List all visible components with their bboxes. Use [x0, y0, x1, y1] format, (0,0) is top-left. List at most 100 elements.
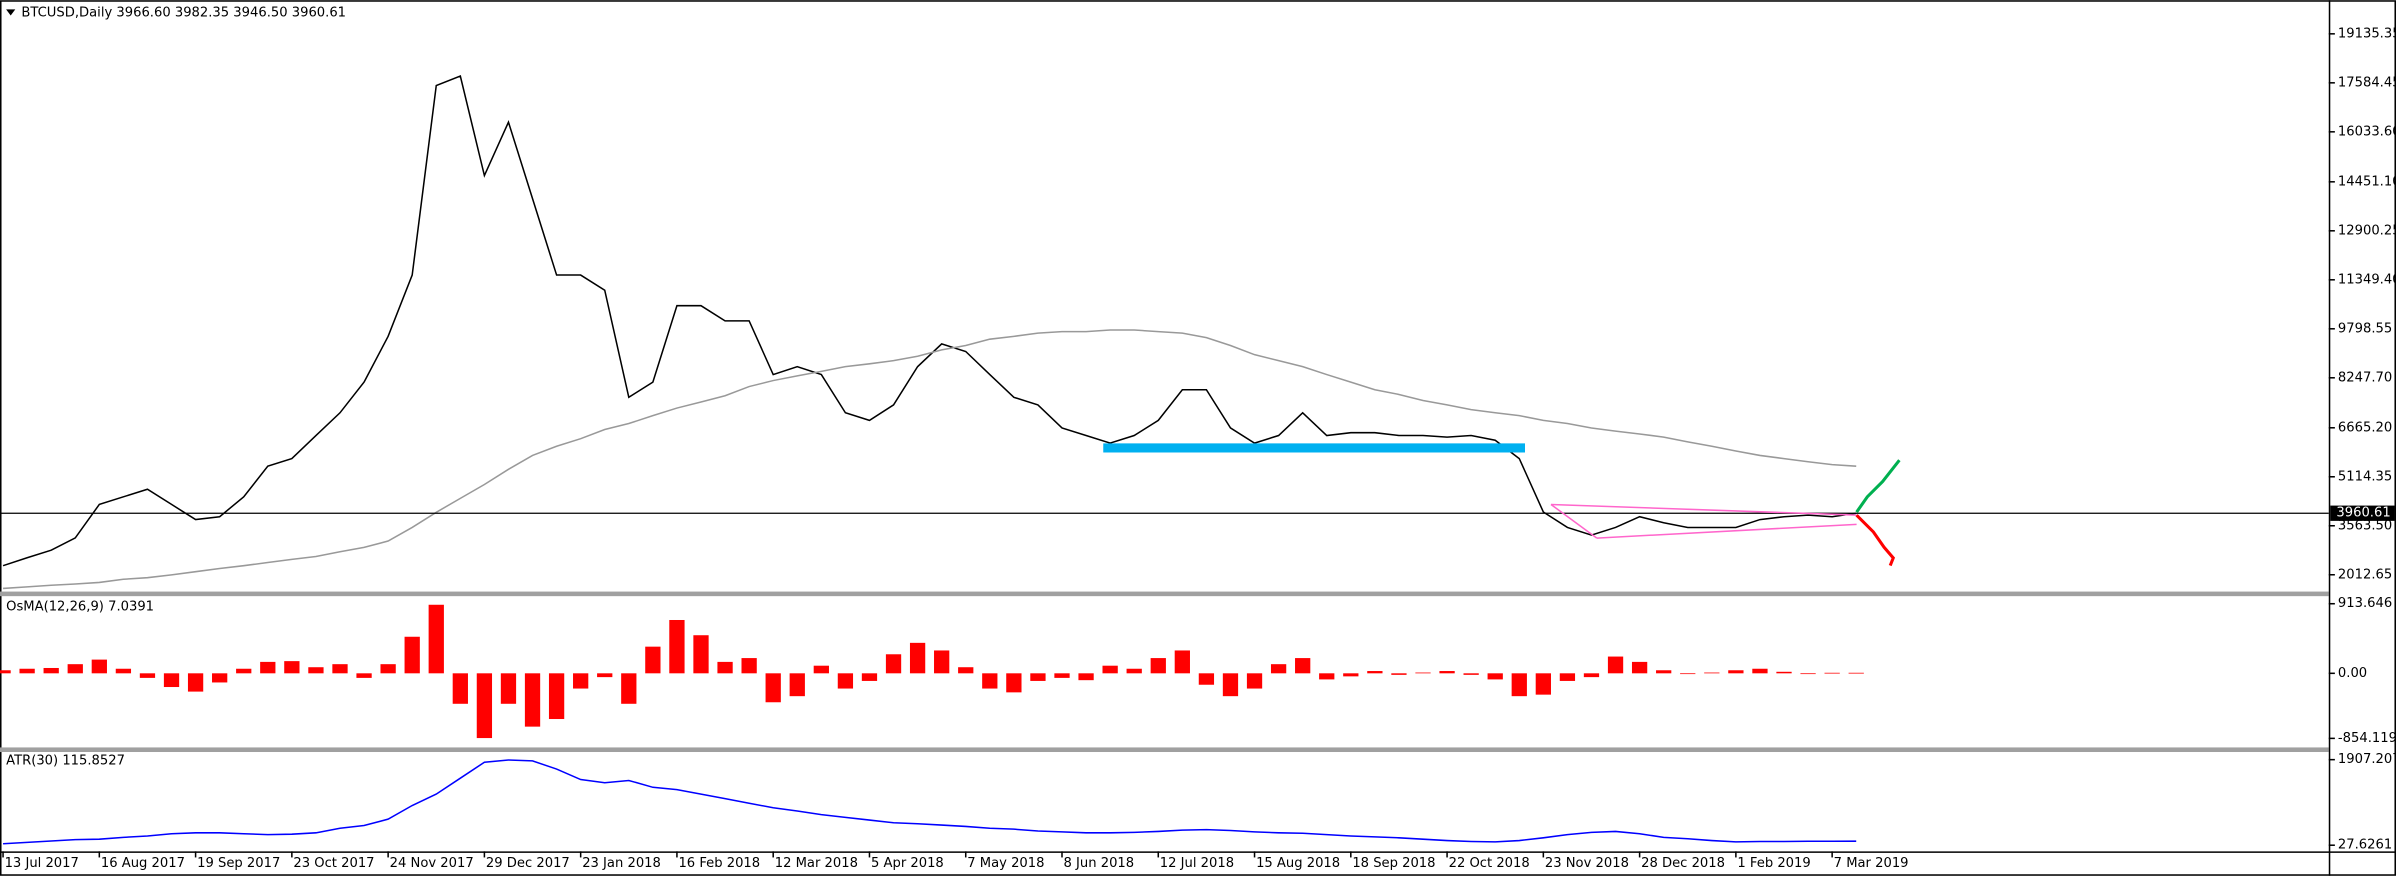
x-tick-label: 5 Apr 2018 — [871, 856, 944, 871]
histogram-bar — [163, 673, 180, 688]
histogram-bar — [1319, 673, 1335, 680]
trend-line — [1550, 503, 1857, 516]
y-tick-label: 9798.55 — [2338, 321, 2392, 336]
x-tick-label: 22 Oct 2018 — [1449, 856, 1530, 871]
histogram-bar — [1728, 670, 1744, 674]
price-line — [2, 74, 1857, 567]
histogram-bar — [1559, 673, 1576, 681]
histogram-bar — [885, 654, 902, 674]
plot: 19135.35 17584.45 16033.60 14451.10 12900.25… — [0, 26, 2396, 871]
histogram-bar — [1752, 668, 1768, 674]
histogram-bar — [1824, 672, 1840, 674]
histogram-bar — [765, 673, 781, 703]
x-tick-label: 13 Jul 2017 — [5, 856, 79, 871]
x-tick-label: 23 Jan 2018 — [582, 856, 661, 871]
panel-separator — [0, 747, 2329, 753]
x-tick-label: 23 Oct 2017 — [293, 856, 374, 871]
histogram-bar — [19, 668, 35, 674]
histogram-bar — [356, 673, 372, 678]
chart-title: BTCUSD,Daily 3966.60 3982.35 3946.50 396… — [21, 6, 346, 21]
price-line — [3, 759, 1857, 845]
x-tick-label: 24 Nov 2017 — [390, 856, 474, 871]
histogram-bar — [1439, 671, 1455, 674]
histogram-bar — [1198, 673, 1215, 685]
histogram-bar — [1607, 656, 1624, 674]
last-price-label: 3960.61 — [2336, 506, 2390, 521]
bearish-arrow — [1855, 514, 1896, 567]
histogram-bar — [1704, 672, 1720, 674]
histogram-bar — [1631, 661, 1648, 674]
histogram-bar — [837, 673, 854, 689]
x-tick-label: 7 Mar 2019 — [1834, 856, 1909, 871]
histogram-bar — [500, 673, 517, 704]
indicator-title: ATR(30) 115.8527 — [6, 754, 125, 769]
histogram-bar — [428, 604, 444, 674]
histogram-bar — [1270, 664, 1287, 674]
menu-arrow[interactable] — [6, 9, 16, 16]
x-tick-label: 16 Feb 2018 — [678, 856, 760, 871]
last-price-box — [2330, 505, 2395, 521]
histogram-bar — [524, 673, 541, 727]
histogram-bar — [1583, 673, 1600, 678]
histogram-bar — [1030, 673, 1046, 681]
x-tick-label: 7 May 2018 — [967, 856, 1044, 871]
y-tick-label: 12900.25 — [2338, 223, 2396, 238]
histogram-bar — [212, 673, 228, 683]
histogram-bar — [982, 673, 998, 689]
histogram-bar — [909, 642, 926, 674]
x-tick-label: 8 Jun 2018 — [1064, 856, 1135, 871]
histogram-bar — [597, 673, 613, 678]
histogram-bar — [621, 673, 637, 704]
histogram-bar — [958, 667, 974, 674]
trend-line — [1596, 523, 1857, 539]
x-tick-label: 15 Aug 2018 — [1256, 856, 1340, 871]
histogram-bar — [1295, 658, 1311, 674]
histogram-bar — [1246, 673, 1263, 689]
trend-line — [1550, 503, 1598, 539]
histogram-bar — [1006, 673, 1022, 693]
panel-separator — [0, 591, 2329, 597]
histogram-bar — [1463, 673, 1479, 675]
histogram-bar — [693, 635, 709, 674]
histogram-bar — [1126, 668, 1142, 674]
y-tick-label: 1907.2079 — [2338, 752, 2396, 767]
histogram-bar — [717, 661, 733, 674]
price-line — [3, 329, 1857, 590]
y-tick-label: 6665.20 — [2338, 420, 2392, 435]
histogram-bar — [741, 658, 757, 674]
histogram-bar — [1415, 672, 1431, 674]
histogram-bar — [1078, 673, 1094, 681]
histogram-bar — [1174, 650, 1190, 674]
y-tick-label: 3563.50 — [2338, 518, 2392, 533]
histogram-bar — [0, 670, 11, 674]
histogram-bar — [332, 664, 348, 674]
x-tick-label: 19 Sep 2017 — [197, 856, 280, 871]
histogram-bar — [1848, 672, 1864, 674]
histogram-bar — [1102, 665, 1118, 674]
histogram-bar — [548, 673, 565, 720]
histogram-bar — [1511, 673, 1527, 697]
histogram-bar — [1054, 673, 1070, 678]
indicator-title: OsMA(12,26,9) 7.0391 — [6, 599, 154, 614]
histogram-bar — [260, 661, 276, 674]
histogram-bar — [139, 673, 156, 678]
histogram-bar — [236, 668, 252, 674]
histogram-bar — [91, 659, 107, 674]
y-tick-label: 5114.35 — [2338, 469, 2392, 484]
histogram-bar — [115, 668, 132, 674]
x-tick-label: 12 Jul 2018 — [1160, 856, 1234, 871]
histogram-bar — [1367, 671, 1383, 674]
y-tick-label: 2012.65 — [2338, 567, 2392, 582]
y-tick-label: 17584.45 — [2338, 75, 2396, 90]
bullish-arrow — [1855, 459, 1901, 513]
histogram-bar — [476, 673, 493, 739]
histogram-bar — [1800, 673, 1816, 675]
histogram-bar — [308, 667, 324, 674]
histogram-bar — [1776, 671, 1792, 674]
x-tick-label: 28 Dec 2018 — [1641, 856, 1725, 871]
x-tick-label: 29 Dec 2017 — [486, 856, 570, 871]
y-tick-label: 16033.60 — [2338, 124, 2396, 139]
